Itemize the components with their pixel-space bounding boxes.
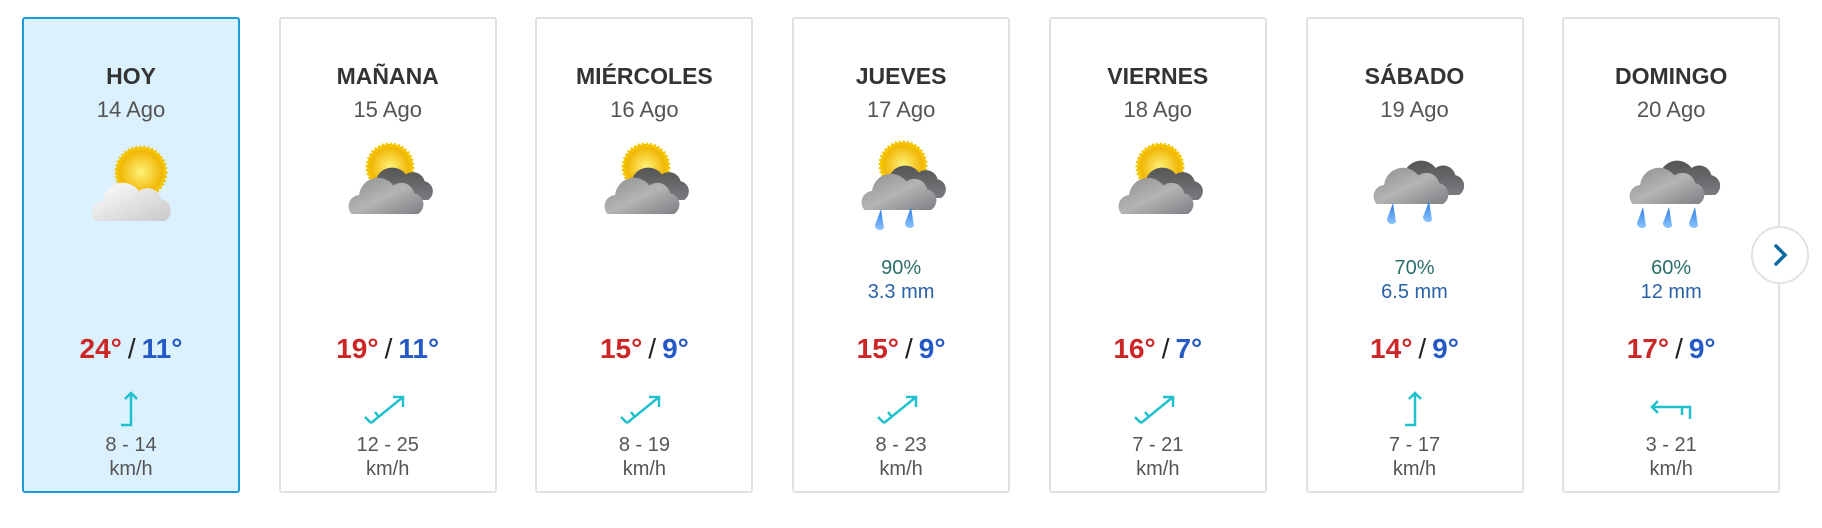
temp-min: 11°	[398, 333, 440, 364]
wind-range: 8 - 14	[105, 434, 157, 456]
sun-behind-cloud-icon	[91, 145, 171, 221]
wind-speed: 12 - 25 km/h	[281, 433, 495, 481]
temperatures: 16°/7°	[1051, 333, 1265, 365]
day-card[interactable]: VIERNES 18 Ago 16°/7° 7 - 21 km/h	[1048, 17, 1267, 493]
day-card[interactable]: DOMINGO 20 Ago 60% 12 mm 17°/9° 3 - 21 km…	[1562, 17, 1781, 493]
day-name: VIERNES	[1107, 63, 1209, 89]
temp-separator: /	[1418, 333, 1427, 364]
day-date: 17 Ago	[866, 97, 936, 122]
temp-min: 9°	[1688, 333, 1716, 364]
day-card[interactable]: SÁBADO 19 Ago 70% 6.5 mm 14°/9° 7 - 17 km…	[1305, 17, 1524, 493]
wind-speed: 3 - 21 km/h	[1564, 433, 1778, 481]
wind-range: 8 - 19	[618, 434, 670, 456]
day-card[interactable]: JUEVES 17 Ago 90% 3.3 mm 15°/9° 8 - 23 km…	[792, 17, 1011, 493]
chevron-right-icon	[1774, 244, 1788, 266]
day-name: SÁBADO	[1364, 63, 1465, 89]
temp-separator: /	[648, 333, 657, 364]
wind-range: 3 - 21	[1645, 434, 1697, 456]
temp-separator: /	[127, 333, 136, 364]
temp-min: 11°	[141, 333, 183, 364]
precip-amount: 3.3 mm	[867, 281, 935, 303]
temp-max: 15°	[599, 333, 643, 364]
temp-max: 17°	[1626, 333, 1670, 364]
day-name: HOY	[106, 63, 156, 89]
temperatures: 17°/9°	[1564, 333, 1778, 365]
temp-separator: /	[1675, 333, 1683, 364]
wind-unit: km/h	[1136, 458, 1180, 480]
day-date: 19 Ago	[1380, 97, 1449, 122]
day-date: 14 Ago	[96, 97, 166, 122]
next-button[interactable]	[1751, 226, 1809, 284]
wind-arrow-northeast-icon	[877, 395, 918, 424]
heavy-rain-cloud-icon	[1629, 160, 1721, 228]
wind-unit: km/h	[366, 458, 410, 480]
wind-arrow-northeast-icon	[1133, 395, 1175, 424]
sun-clouds-rain-icon	[861, 140, 946, 230]
sun-behind-gray-clouds-icon	[604, 142, 690, 214]
wind-unit: km/h	[879, 458, 923, 480]
wind-arrow-north-icon	[121, 391, 138, 427]
wind-unit: km/h	[1392, 458, 1437, 480]
temperatures: 14°/9°	[1308, 333, 1522, 365]
wind-range: 7 - 17	[1388, 434, 1441, 456]
day-card[interactable]: MIÉRCOLES 16 Ago 15°/9° 8 - 19 km/h	[535, 17, 754, 493]
temp-min: 9°	[1432, 333, 1459, 364]
day-date: 18 Ago	[1123, 97, 1193, 122]
temp-max: 15°	[856, 333, 899, 364]
temp-separator: /	[904, 333, 913, 364]
wind-speed: 7 - 21 km/h	[1051, 433, 1265, 481]
wind-range: 7 - 21	[1132, 434, 1184, 456]
temp-min: 7°	[1175, 333, 1203, 364]
precip-probability: 60%	[1651, 257, 1692, 279]
wind-arrow-northeast-icon	[620, 395, 661, 424]
sun-behind-gray-clouds-icon	[1118, 142, 1203, 214]
temp-min: 9°	[662, 333, 689, 364]
temp-max: 14°	[1370, 333, 1413, 364]
wind-arrow-west-icon	[1650, 400, 1692, 419]
wind-unit: km/h	[1649, 458, 1693, 480]
day-date: 20 Ago	[1636, 97, 1706, 122]
sun-behind-gray-clouds-icon	[348, 142, 433, 214]
temp-min: 9°	[918, 333, 946, 364]
day-name: MAÑANA	[336, 63, 439, 89]
day-name: JUEVES	[855, 63, 947, 89]
wind-arrow-north-icon	[1404, 391, 1422, 427]
day-card[interactable]: HOY 14 Ago 24°/11° 8 - 14 km/h	[22, 17, 240, 493]
temperatures: 24°/11°	[24, 333, 238, 365]
temp-separator: /	[384, 333, 393, 364]
wind-speed: 8 - 23 km/h	[794, 433, 1008, 481]
temperatures: 19°/11°	[281, 333, 495, 365]
temp-max: 19°	[336, 333, 379, 364]
temp-separator: /	[1161, 333, 1170, 364]
day-date: 16 Ago	[610, 97, 679, 122]
rain-cloud-icon	[1373, 160, 1464, 224]
wind-range: 8 - 23	[875, 434, 927, 456]
precip-amount: 12 mm	[1640, 281, 1702, 303]
wind-speed: 7 - 17 km/h	[1308, 433, 1522, 481]
wind-arrow-northeast-icon	[363, 395, 404, 424]
wind-unit: km/h	[622, 458, 667, 480]
precip-amount: 6.5 mm	[1381, 281, 1448, 303]
day-card[interactable]: MAÑANA 15 Ago 19°/11° 12 - 25 km/h	[278, 17, 497, 493]
day-date: 15 Ago	[353, 97, 422, 122]
wind-range: 12 - 25	[356, 434, 419, 456]
day-name: DOMINGO	[1614, 63, 1728, 89]
precip-probability: 90%	[881, 257, 922, 279]
precip-probability: 70%	[1394, 257, 1435, 279]
temperatures: 15°/9°	[794, 333, 1008, 365]
wind-speed: 8 - 14 km/h	[24, 433, 238, 481]
wind-speed: 8 - 19 km/h	[537, 433, 751, 481]
day-name: MIÉRCOLES	[576, 63, 713, 89]
temp-max: 16°	[1113, 333, 1156, 364]
temp-max: 24°	[79, 333, 122, 364]
wind-unit: km/h	[109, 458, 153, 480]
temperatures: 15°/9°	[537, 333, 751, 365]
